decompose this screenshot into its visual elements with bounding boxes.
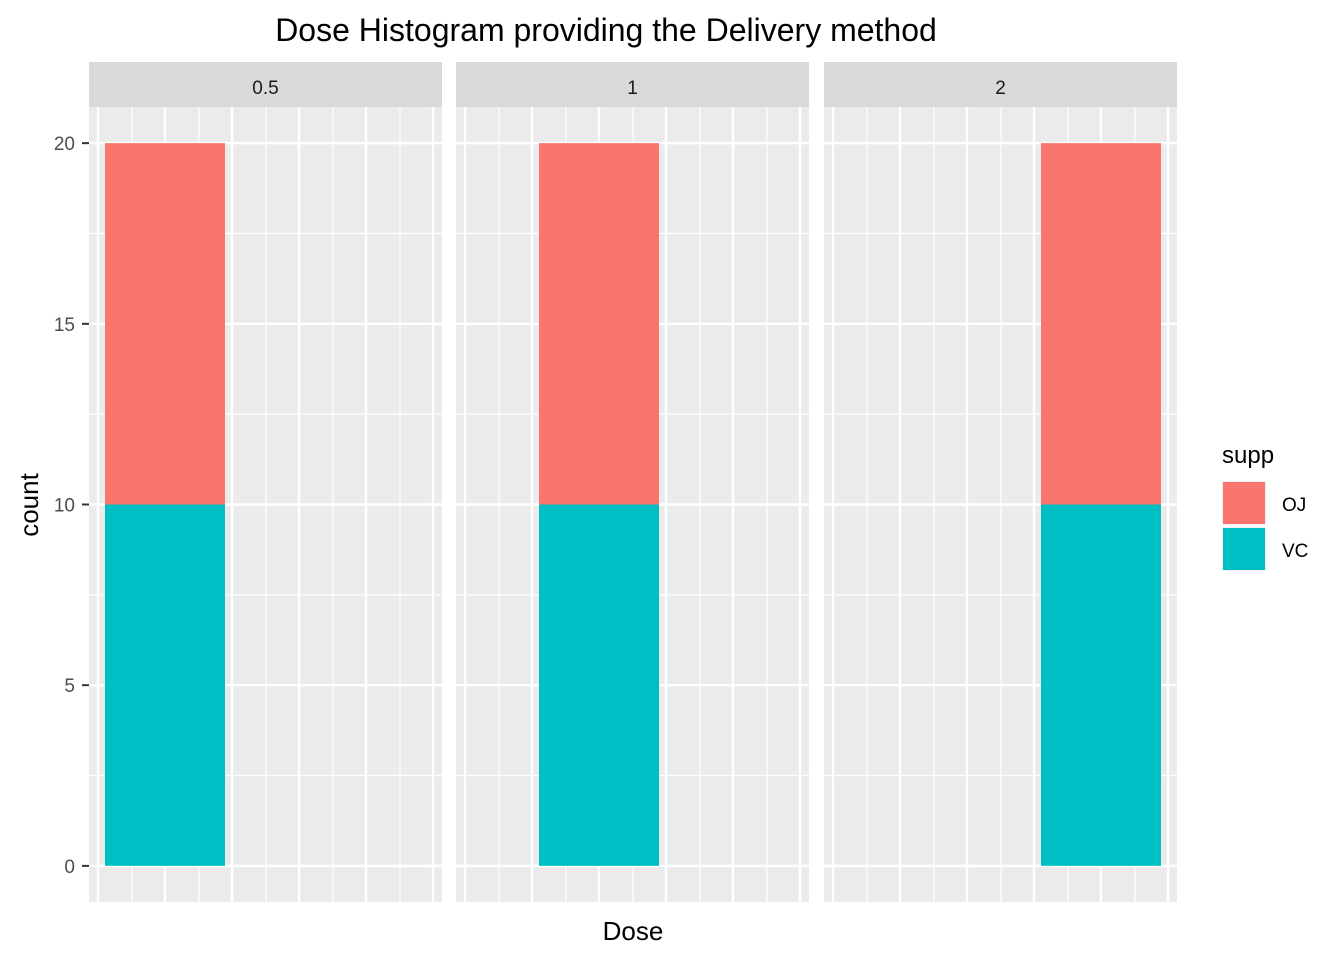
legend-key-oj (1223, 482, 1265, 524)
legend-title: supp (1222, 442, 1274, 469)
legend: supp OJ VC (1222, 442, 1308, 571)
y-tick-label: 10 (54, 496, 75, 517)
y-axis-title: count (14, 472, 44, 536)
facet-panel-2: 2 (824, 62, 1177, 902)
bar-segment-vc (105, 504, 225, 866)
legend-label: VC (1282, 541, 1308, 562)
y-tick-label: 15 (54, 315, 75, 336)
bar-segment-oj (1041, 143, 1161, 505)
x-axis-title: Dose (603, 916, 664, 946)
legend-label: OJ (1282, 495, 1306, 516)
facet-strip-label: 1 (627, 78, 638, 99)
facet-panels: 0.5 1 2 (89, 62, 1177, 902)
facet-strip (89, 62, 442, 107)
y-tick-label: 20 (54, 134, 75, 155)
facet-panel-0.5: 0.5 (89, 62, 442, 902)
facet-strip-label: 2 (995, 78, 1006, 99)
y-tick-label: 5 (64, 676, 75, 697)
facet-strip-label: 0.5 (252, 78, 278, 99)
legend-key-vc (1223, 528, 1265, 570)
bar-segment-vc (539, 504, 659, 866)
bar-segment-oj (105, 143, 225, 505)
bar-segment-oj (539, 143, 659, 505)
facet-strip (456, 62, 809, 107)
y-axis: 0 5 10 15 20 (54, 134, 89, 878)
bar-segment-vc (1041, 504, 1161, 866)
chart-title: Dose Histogram providing the Delivery me… (275, 12, 937, 48)
y-tick-label: 0 (64, 857, 75, 878)
facet-strip (824, 62, 1177, 107)
facet-panel-1: 1 (456, 62, 809, 902)
